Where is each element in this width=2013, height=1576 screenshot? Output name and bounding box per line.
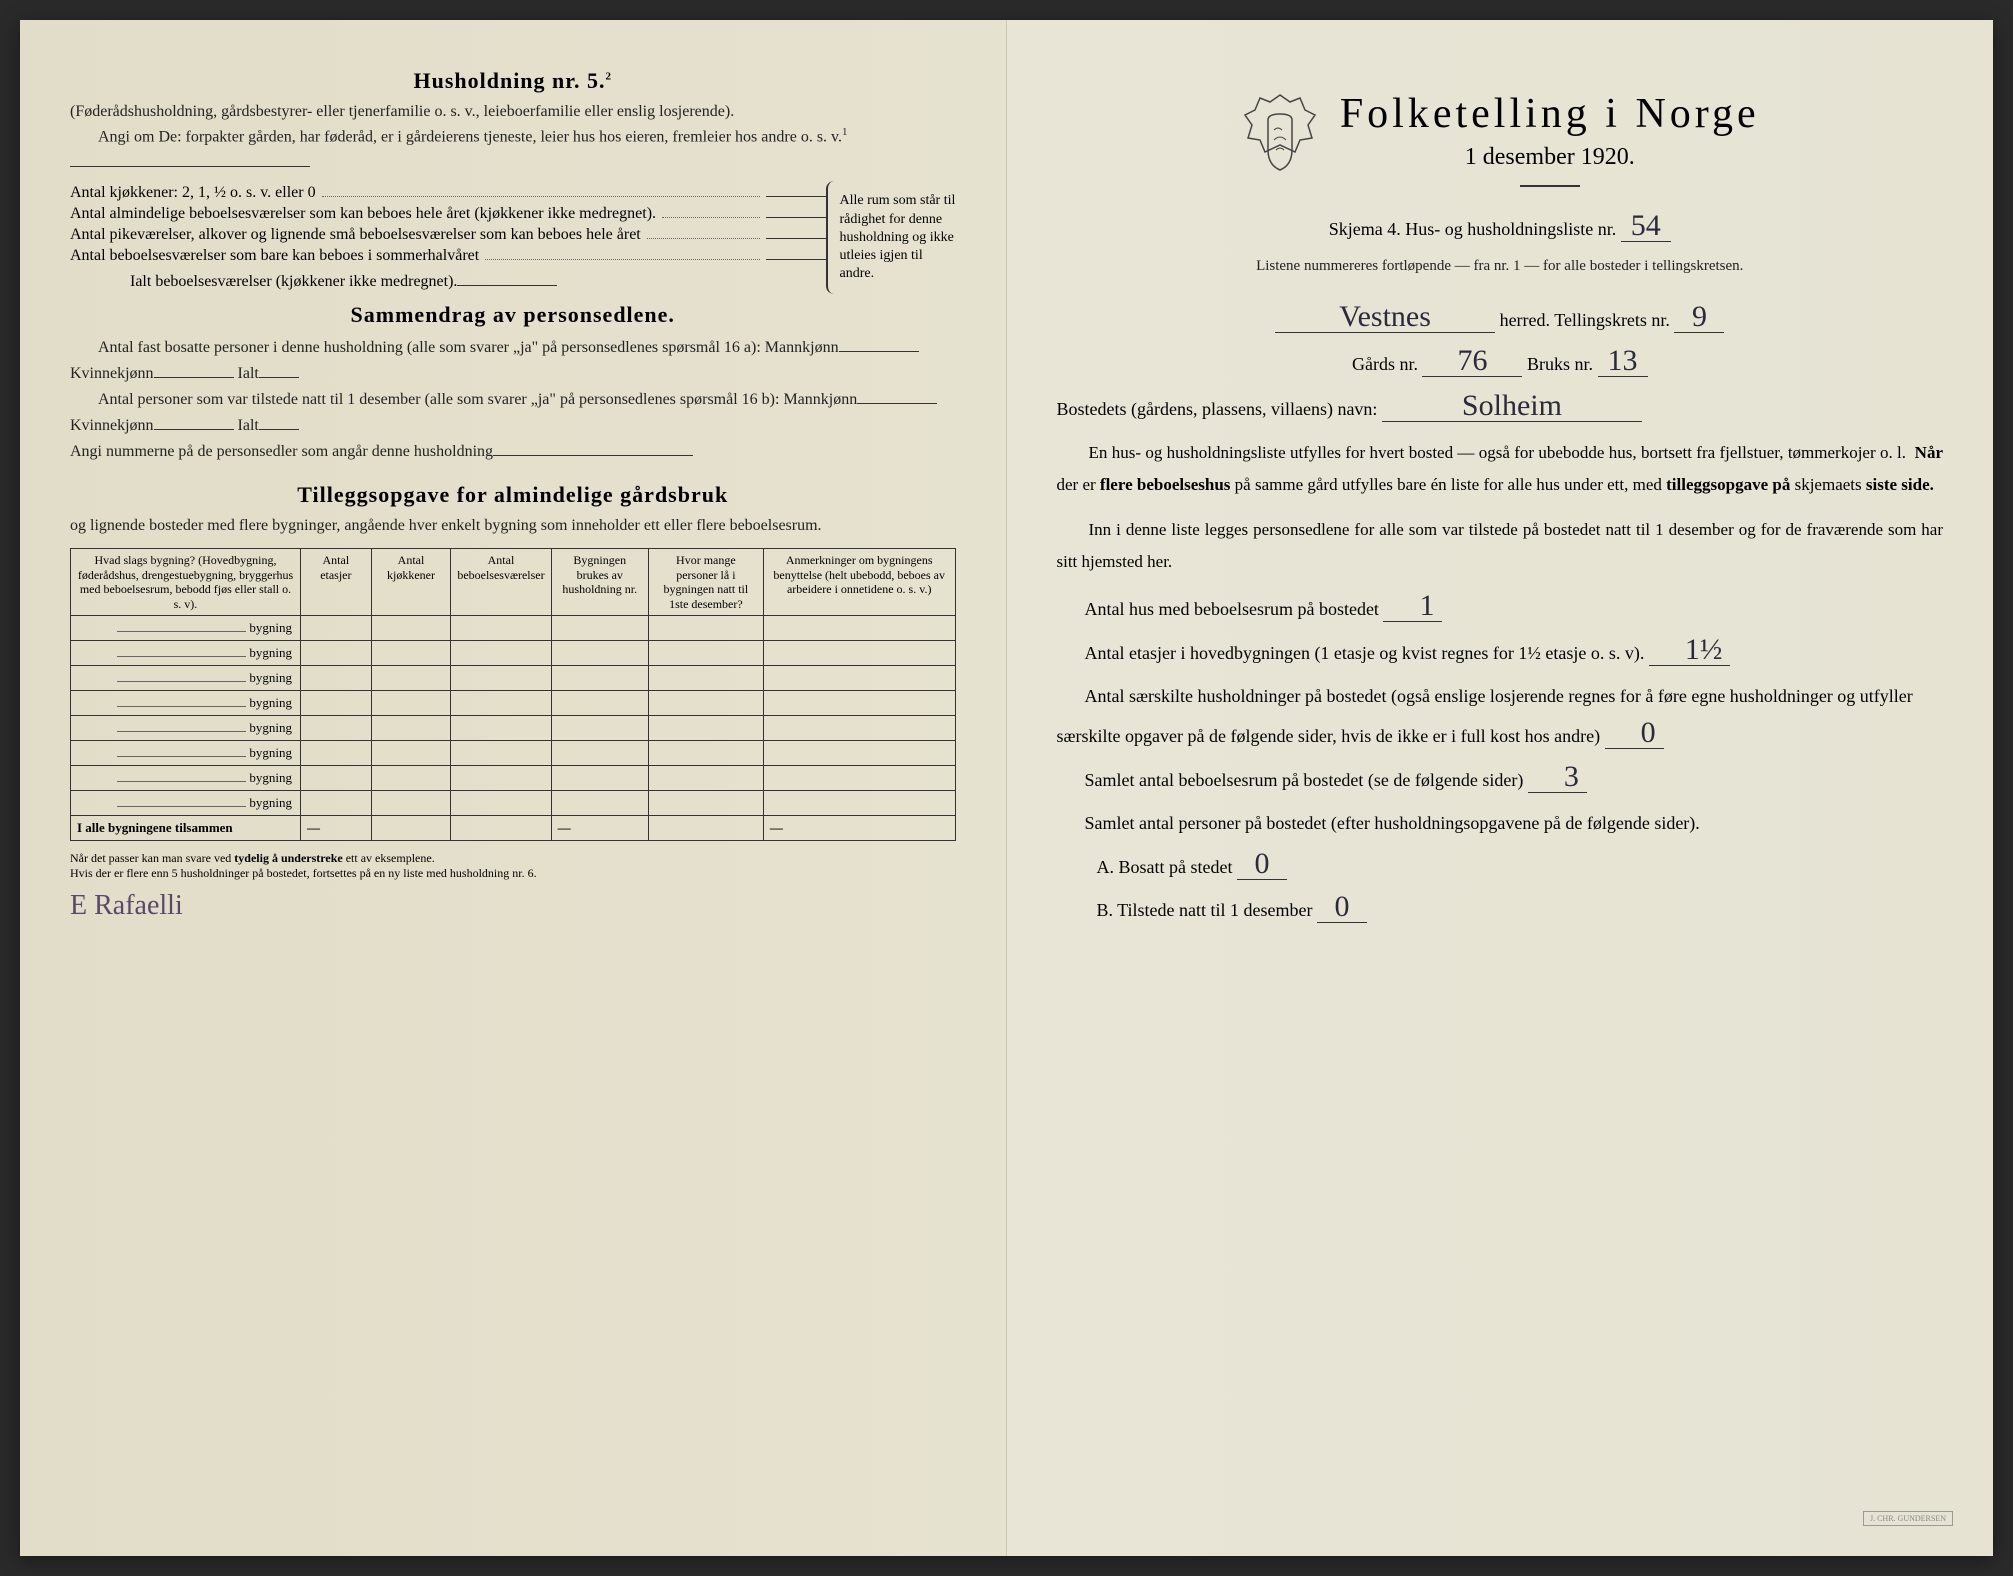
th-household: Bygningen brukes av husholdning nr. [551, 549, 648, 616]
table-row: bygning [71, 715, 956, 740]
room-line-2: Antal pikeværelser, alkover og lignende … [70, 226, 826, 244]
q-households: Antal særskilte husholdninger på bostede… [1057, 677, 1944, 756]
building-table: Hvad slags bygning? (Hovedbygning, føder… [70, 548, 956, 841]
room-line-1: Antal almindelige beboelsesværelser som … [70, 205, 826, 223]
gards-line: Gårds nr. 76 Bruks nr. 13 [1057, 346, 1944, 380]
household-para2: Angi om De: forpakter gården, har føderå… [70, 124, 956, 175]
table-row: bygning [71, 640, 956, 665]
bosted-line: Bostedets (gårdens, plassens, villaens) … [1057, 391, 1944, 425]
bosted-value: Solheim [1382, 391, 1642, 422]
list-number: 54 [1621, 211, 1671, 242]
rooms-block: Antal kjøkkener: 2, 1, ½ o. s. v. eller … [70, 181, 956, 294]
table-row: bygning [71, 765, 956, 790]
right-page: Folketelling i Norge 1 desember 1920. Sk… [1007, 20, 1994, 1556]
ans-a-value: 0 [1237, 849, 1287, 880]
coat-of-arms-icon [1240, 90, 1320, 190]
divider [1520, 185, 1580, 187]
ans-b: B. Tilstede natt til 1 desember 0 [1057, 891, 1944, 931]
summary-heading: Sammendrag av personsedlene. [70, 302, 956, 328]
household-para1: (Føderådshusholdning, gårdsbestyrer- ell… [70, 100, 956, 124]
sub-title: 1 desember 1920. [1340, 144, 1760, 171]
kitchen-line: Antal kjøkkener: 2, 1, ½ o. s. v. eller … [70, 184, 826, 202]
a-houses: 1 [1383, 591, 1442, 622]
instructions-2: Inn i denne liste legges personsedlene f… [1057, 514, 1944, 579]
tillegg-heading: Tilleggsopgave for almindelige gårdsbruk [70, 482, 956, 508]
tillegg-intro: og lignende bosteder med flere bygninger… [70, 514, 956, 538]
schema-line: Skjema 4. Hus- og husholdningsliste nr. … [1057, 211, 1944, 245]
table-footer-row: I alle bygningene tilsammen ——— [71, 815, 956, 840]
herred-line: Vestnes herred. Tellingskrets nr. 9 [1057, 302, 1944, 336]
q-persons: Samlet antal personer på bostedet (efter… [1057, 804, 1944, 844]
gards-nr: 76 [1422, 346, 1522, 377]
th-persons: Hvor mange personer lå i bygningen natt … [648, 549, 763, 616]
household-heading: Husholdning nr. 5.2 [70, 68, 956, 94]
th-rooms: Antal beboelsesværelser [451, 549, 551, 616]
table-row: bygning [71, 665, 956, 690]
th-remarks: Anmerkninger om bygningens benyttelse (h… [763, 549, 955, 616]
footnote: Når det passer kan man svare ved tydelig… [70, 851, 956, 882]
table-row: bygning [71, 740, 956, 765]
th-type: Hvad slags bygning? (Hovedbygning, føder… [71, 549, 301, 616]
a-floors: 1½ [1649, 635, 1731, 666]
q-rooms: Samlet antal beboelsesrum på bostedet (s… [1057, 761, 1944, 801]
table-row: bygning [71, 690, 956, 715]
signature: E Rafaelli [70, 890, 956, 922]
instructions-1: En hus- og husholdningsliste utfylles fo… [1057, 437, 1944, 502]
schema-note: Listene nummereres fortløpende — fra nr.… [1057, 255, 1944, 278]
footer-label: I alle bygningene tilsammen [71, 815, 301, 840]
q-floors: Antal etasjer i hovedbygningen (1 etasje… [1057, 634, 1944, 674]
rooms-total: Ialt beboelsesværelser (kjøkkener ikke m… [70, 273, 826, 291]
summary-line-3: Angi nummerne på de personsedler som ang… [70, 438, 956, 464]
a-rooms: 3 [1528, 762, 1587, 793]
summary-line-1: Antal fast bosatte personer i denne hush… [70, 334, 956, 386]
ans-a: A. Bosatt på stedet 0 [1057, 848, 1944, 888]
document-spread: Husholdning nr. 5.2 (Føderådshusholdning… [20, 20, 1993, 1556]
herred-value: Vestnes [1275, 302, 1495, 333]
brace-note: Alle rum som står til rådighet for denne… [826, 181, 956, 294]
bruks-nr: 13 [1598, 346, 1648, 377]
crest-svg [1240, 90, 1320, 190]
table-row: bygning [71, 615, 956, 640]
krets-nr: 9 [1674, 302, 1724, 333]
th-kitchens: Antal kjøkkener [371, 549, 451, 616]
printer-imprint: J. CHR. GUNDERSEN [1863, 1511, 1953, 1526]
right-header: Folketelling i Norge 1 desember 1920. [1057, 90, 1944, 201]
ans-b-value: 0 [1317, 892, 1367, 923]
q-houses: Antal hus med beboelsesrum på bostedet 1 [1057, 590, 1944, 630]
main-title: Folketelling i Norge [1340, 90, 1760, 138]
th-floors: Antal etasjer [300, 549, 371, 616]
room-line-3: Antal beboelsesværelser som bare kan beb… [70, 247, 826, 265]
a-households: 0 [1605, 718, 1664, 749]
summary-line-2: Antal personer som var tilstede natt til… [70, 386, 956, 438]
table-row: bygning [71, 790, 956, 815]
left-page: Husholdning nr. 5.2 (Føderådshusholdning… [20, 20, 1007, 1556]
table-header-row: Hvad slags bygning? (Hovedbygning, føder… [71, 549, 956, 616]
